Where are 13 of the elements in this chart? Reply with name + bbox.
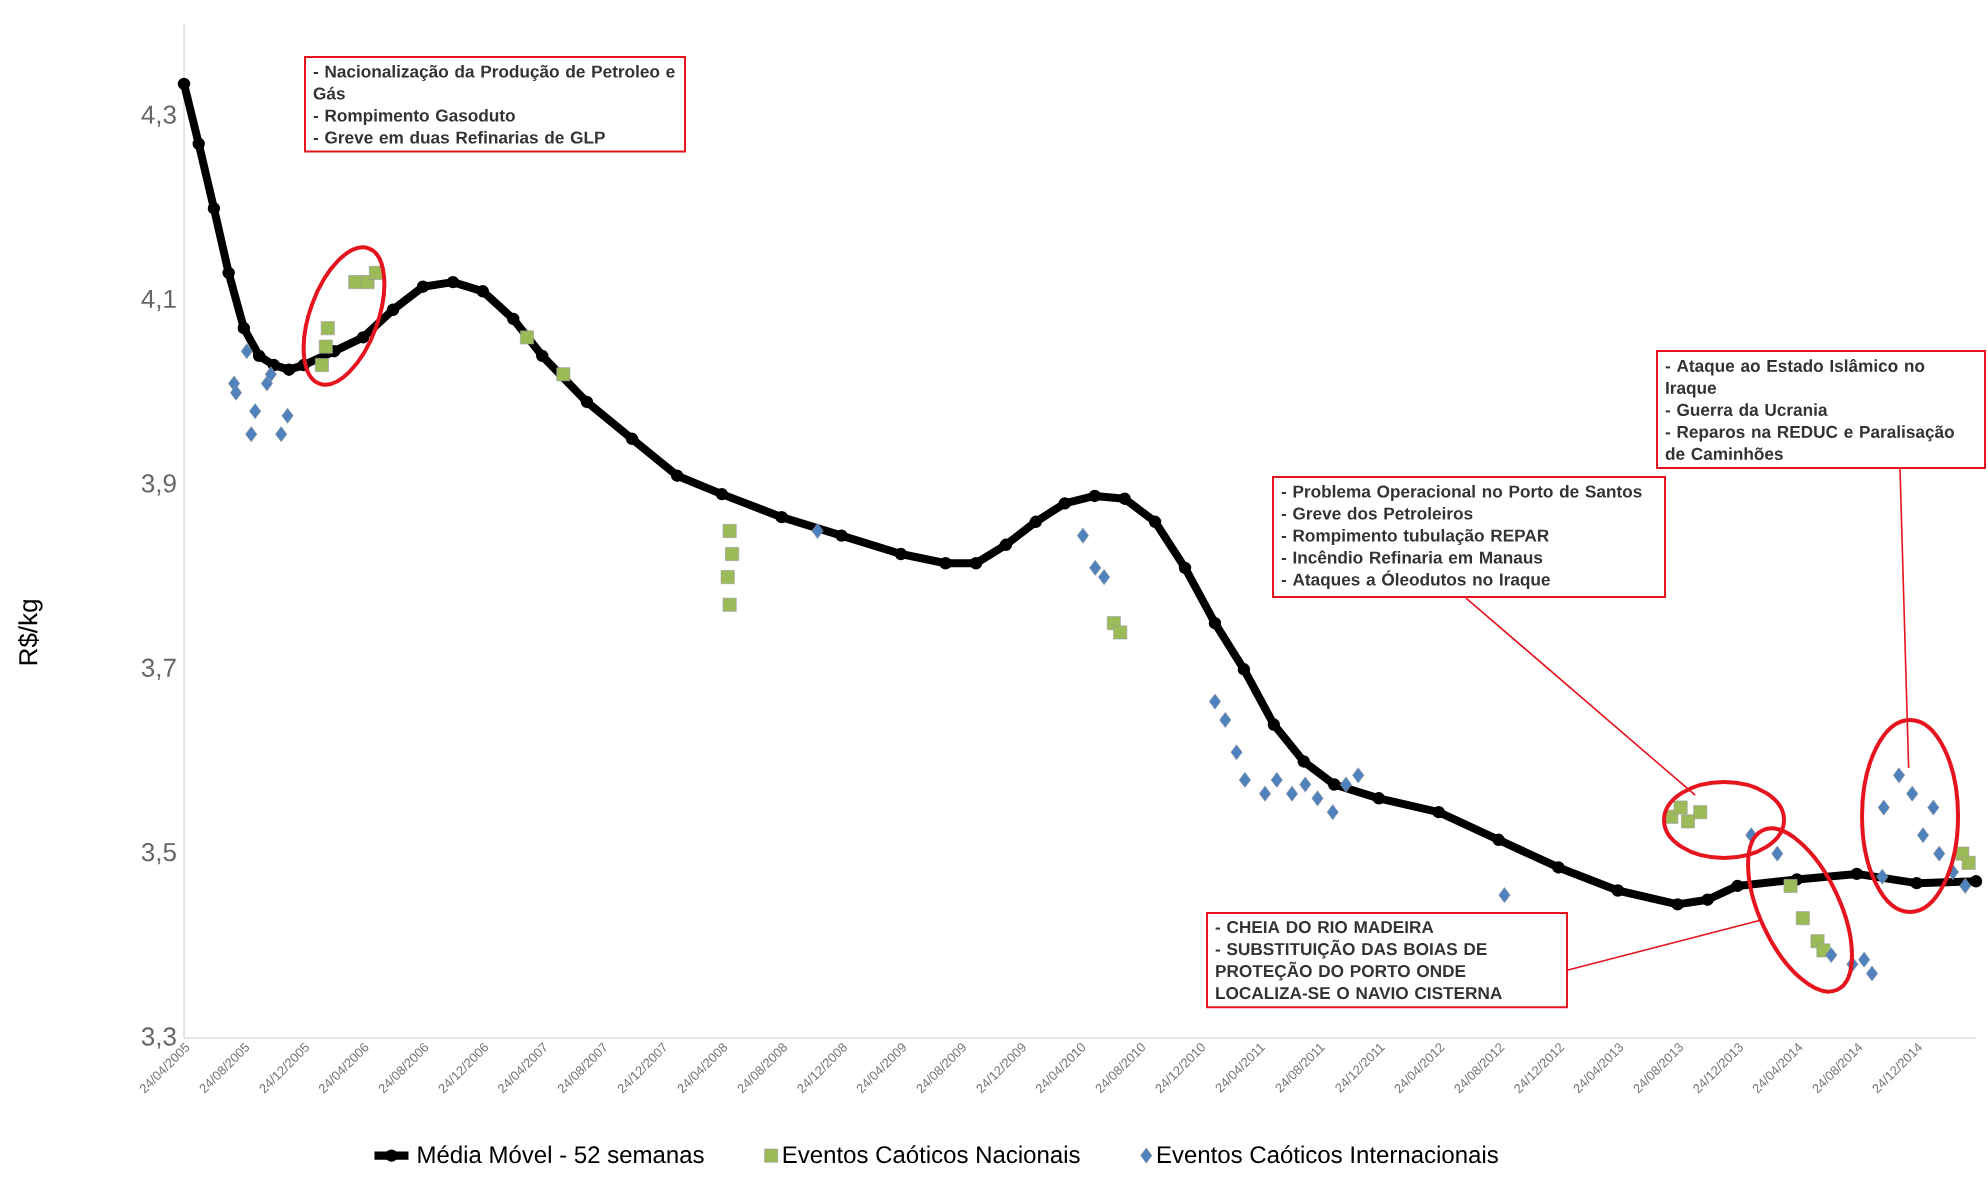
legend-label: Eventos Caóticos Internacionais <box>1157 1145 1498 1164</box>
annotation: - Problema Operacional no Porto de Santos - Greve dos Petroleiros - Rompimento tubulação REPAR - Incêndio Refinaria em Manaus - Ataques a Óleodutos no Iraque <box>1281 484 1642 590</box>
y-tick-label: 3,5 <box>141 842 176 865</box>
legend-label: Média Móvel - 52 semanas <box>418 1145 704 1164</box>
y-axis-title: R$/kg <box>17 600 43 665</box>
y-tick-label: 4,1 <box>141 289 176 312</box>
annotation: - Nacionalização da Produção de Petroleo e Gás - Rompimento Gasoduto - Greve em duas Refinarias de GLP <box>313 64 675 144</box>
y-tick-label: 3,9 <box>141 474 176 496</box>
y-tick-label: 3,7 <box>141 658 176 680</box>
annotation: - CHEIA DO RIO MADEIRA - SUBSTITUIÇÃO DAS BOIAS DE PROTEÇÃO DO PORTO ONDE LOCALIZA-SE O NAVIO CISTERNA <box>1215 921 1502 1000</box>
y-tick-label: 4,3 <box>141 105 176 127</box>
legend-label: Eventos Caóticos Nacionais <box>783 1145 1080 1164</box>
annotation: - Ataque ao Estado Islâmico no Iraque - Guerra da Ucrania - Reparos na REDUC e Paralisação de Caminhões <box>1665 358 1954 460</box>
